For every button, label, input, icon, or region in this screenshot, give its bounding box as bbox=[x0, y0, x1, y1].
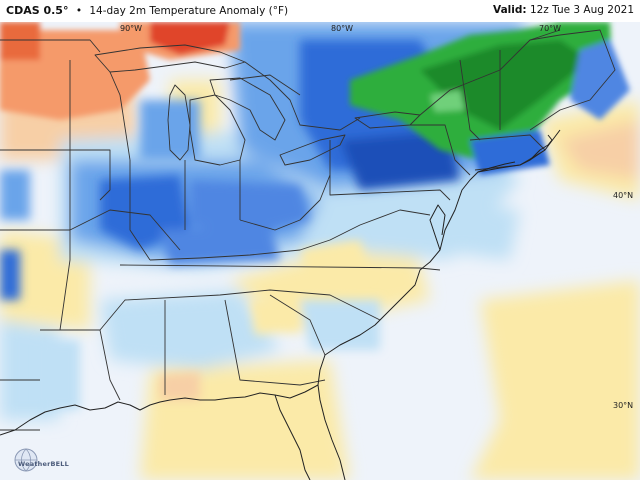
logo-text: WeatherBELL bbox=[18, 460, 69, 468]
temperature-anomaly-map: 90°W 80°W 70°W 40°N 30°N bbox=[0, 22, 640, 480]
anomaly-strong-warm-nw-corner bbox=[0, 22, 40, 60]
lat-label-40n: 40°N bbox=[613, 191, 633, 200]
anomaly-warm-southeast-patch bbox=[250, 295, 300, 335]
model-name: CDAS 0.5° bbox=[6, 4, 69, 17]
state-line-13 bbox=[224, 299, 326, 386]
anomaly-slight-cool-southeast bbox=[100, 290, 280, 370]
state-line-11 bbox=[99, 329, 121, 401]
anomaly-cool-maine bbox=[570, 40, 630, 120]
long-island bbox=[477, 161, 516, 173]
lake-ontario bbox=[354, 111, 421, 129]
anomaly-strong-cool-new-england bbox=[470, 130, 550, 175]
anomaly-strong-warm-north bbox=[150, 22, 230, 55]
state-line-15 bbox=[329, 140, 451, 201]
state-line-4 bbox=[129, 160, 151, 261]
map-header: CDAS 0.5° • 14-day 2m Temperature Anomal… bbox=[0, 0, 640, 22]
gulf-coast bbox=[0, 384, 319, 436]
lake-superior bbox=[94, 44, 246, 73]
lon-label-90w: 90°W bbox=[120, 24, 142, 33]
anomaly-strong-cool-far-west bbox=[0, 250, 20, 300]
east-coast bbox=[317, 129, 561, 480]
anomaly-light-green-spot bbox=[430, 90, 465, 112]
state-line-24 bbox=[109, 71, 131, 161]
anomaly-cool-west-edge bbox=[0, 170, 30, 220]
anomaly-very-strong-cool-pa bbox=[340, 130, 460, 190]
anomaly-warm-virginia bbox=[300, 240, 370, 285]
lon-label-70w: 70°W bbox=[539, 24, 561, 33]
anomaly-cool-gulf-coast bbox=[40, 340, 80, 410]
state-line-16 bbox=[410, 124, 471, 176]
state-line-14 bbox=[269, 294, 326, 356]
weatherbell-logo bbox=[14, 448, 38, 472]
state-line-9 bbox=[119, 264, 441, 271]
anomaly-slight-cool-midatlantic bbox=[430, 200, 520, 260]
state-boundaries bbox=[0, 29, 616, 431]
lake-huron bbox=[209, 77, 286, 141]
anomaly-extremes bbox=[0, 22, 630, 175]
state-line-19 bbox=[529, 29, 616, 131]
anomaly-mild-warm-ocean bbox=[560, 120, 640, 180]
product-name: 14-day 2m Temperature Anomaly (°F) bbox=[89, 5, 289, 17]
anomaly-strong-cool-ohio bbox=[190, 180, 310, 235]
lat-label-30n: 30°N bbox=[613, 401, 633, 410]
cape-cod bbox=[529, 134, 553, 161]
lon-label-80w: 80°W bbox=[331, 24, 353, 33]
logo-globe-lines bbox=[15, 448, 37, 472]
valid-time-value: 12z Tue 3 Aug 2021 bbox=[529, 4, 634, 16]
canada-border bbox=[0, 29, 561, 131]
lake-michigan bbox=[167, 84, 191, 161]
anomaly-cool-wisconsin bbox=[140, 100, 200, 160]
lake-erie bbox=[279, 134, 346, 166]
anomaly-cool-southeast-coast bbox=[300, 300, 380, 350]
title-separator: • bbox=[75, 5, 83, 17]
valid-label: Valid: bbox=[493, 4, 527, 16]
coastline bbox=[0, 129, 561, 480]
map-title: CDAS 0.5° • 14-day 2m Temperature Anomal… bbox=[6, 4, 288, 17]
anomaly-mild-warm-gulf-coast bbox=[160, 372, 200, 400]
state-line-2 bbox=[0, 149, 111, 201]
state-line-3 bbox=[0, 209, 181, 251]
state-line-1 bbox=[59, 60, 71, 331]
state-line-8 bbox=[149, 209, 431, 261]
valid-time: Valid: 12z Tue 3 Aug 2021 bbox=[493, 4, 634, 16]
anomaly-warm-ocean-south bbox=[470, 280, 640, 480]
state-line-17 bbox=[459, 59, 481, 141]
state-line-7 bbox=[239, 174, 331, 231]
florida-west bbox=[274, 394, 311, 480]
state-line-23 bbox=[229, 74, 301, 96]
chesapeake bbox=[429, 204, 446, 251]
